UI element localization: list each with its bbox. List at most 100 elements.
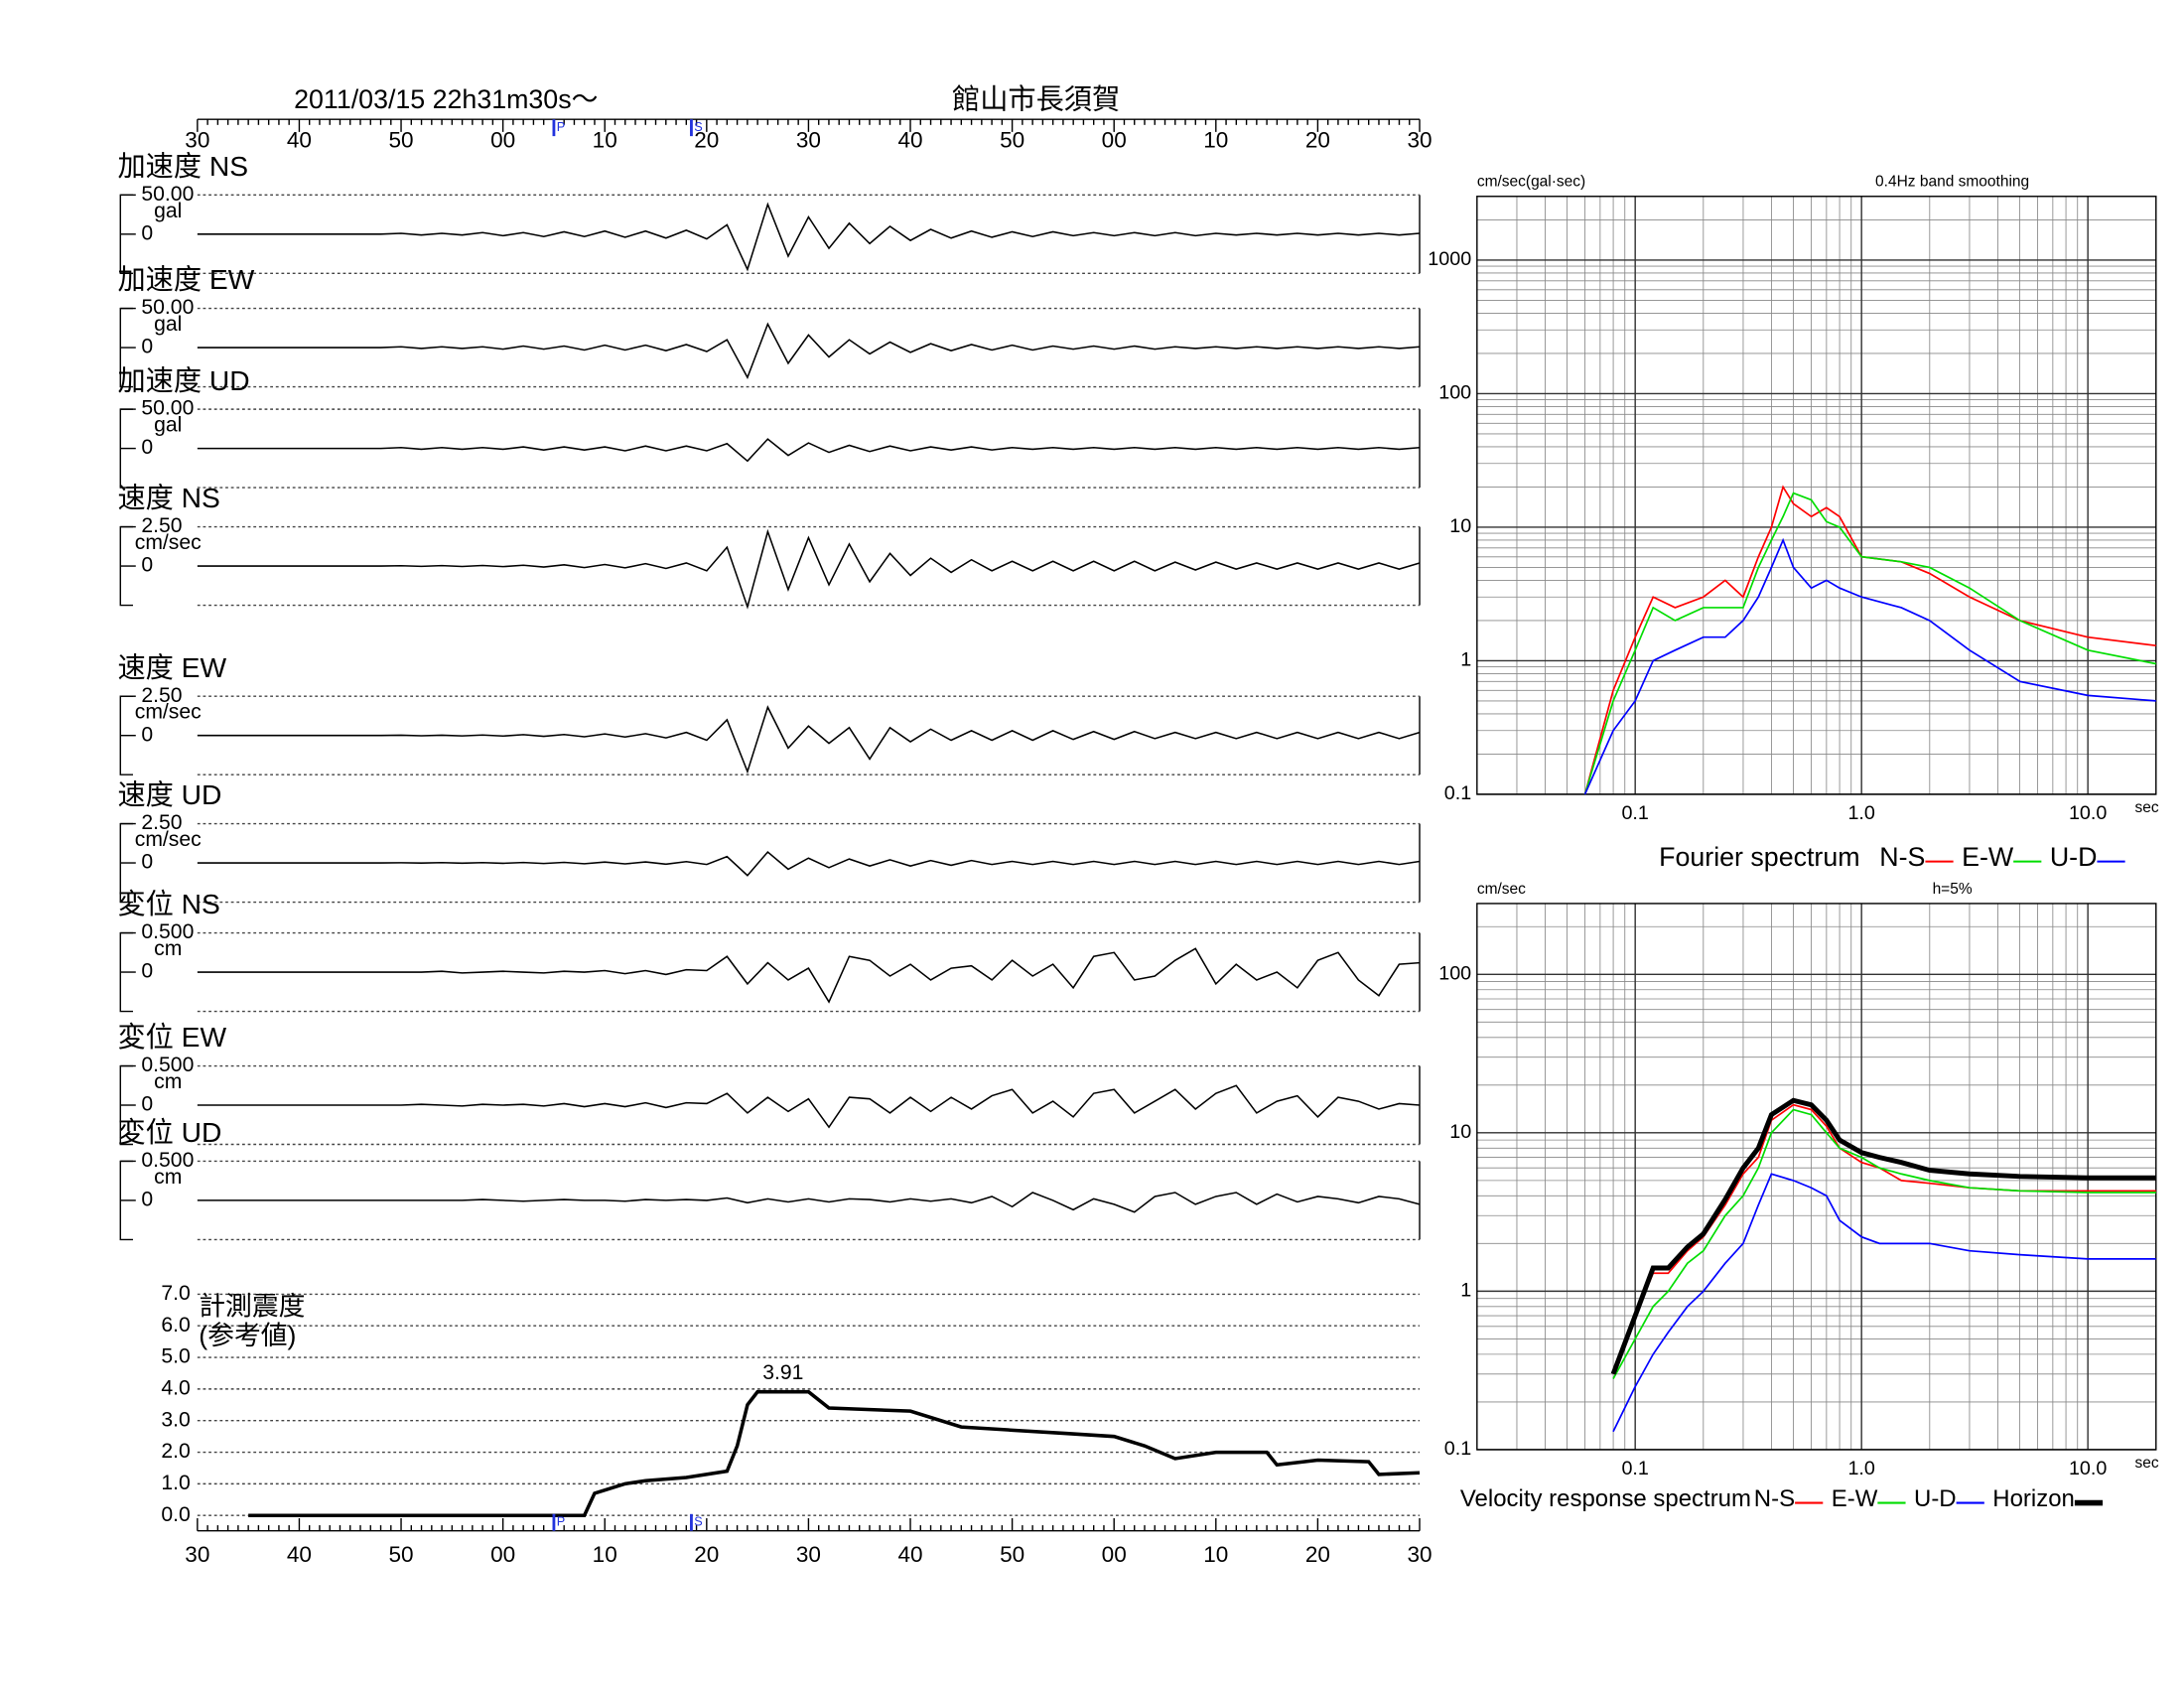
- legend-label: U-D: [2050, 842, 2098, 872]
- panel-title: 変位 EW: [117, 1021, 226, 1053]
- spectrum-line: [1612, 1173, 2156, 1433]
- y-tick-label: 0: [141, 1189, 153, 1211]
- x-tick-label: 30: [796, 128, 821, 153]
- x-tick-label: 10: [593, 1542, 617, 1567]
- record-datetime: 2011/03/15 22h31m30s〜: [294, 84, 598, 114]
- x-tick-label: 10.0: [2069, 1458, 2107, 1479]
- x-tick-label: 40: [897, 1542, 922, 1567]
- x-tick-label: 00: [490, 128, 515, 153]
- x-tick-label: 40: [897, 128, 922, 153]
- intensity-line: [248, 1389, 1421, 1517]
- legend-label: N-S: [1879, 842, 1925, 872]
- legend-label: E-W: [1962, 842, 2014, 872]
- y-tick-label: 0: [141, 1093, 153, 1116]
- y-tick-label: 0.500: [141, 920, 194, 943]
- y-tick-label: 50.00: [141, 183, 194, 206]
- x-tick-label: 30: [796, 1542, 821, 1567]
- y-tick-label: 6.0: [161, 1314, 190, 1336]
- y-tick-label: 0: [141, 554, 153, 577]
- y-tick-label: 5.0: [161, 1345, 190, 1368]
- x-tick-label: 1.0: [1847, 1458, 1874, 1479]
- y-tick-label: 0.500: [141, 1149, 194, 1172]
- x-tick-label: 0.1: [1621, 1458, 1648, 1479]
- panel-title: 加速度 EW: [117, 263, 254, 295]
- y-tick-label: 100: [1438, 962, 1471, 984]
- intensity-subtitle: (参考値): [199, 1321, 296, 1350]
- y-tick-label: 1: [1460, 649, 1471, 671]
- legend-label: N-S: [1754, 1485, 1795, 1512]
- waveform: [197, 1084, 1421, 1129]
- waveform: [197, 1192, 1421, 1213]
- x-axis-label: sec: [2134, 799, 2158, 816]
- spectrum-line: [1610, 1097, 2156, 1375]
- y-tick-label: 50.00: [141, 397, 194, 420]
- waveform: [197, 528, 1421, 610]
- unit-label: gal: [154, 313, 182, 336]
- x-tick-label: 50: [1000, 128, 1024, 153]
- x-tick-label: 00: [490, 1542, 515, 1567]
- x-tick-label: 00: [1102, 128, 1127, 153]
- spectrum-line: [1612, 1103, 2156, 1375]
- y-tick-label: 10: [1449, 1121, 1471, 1143]
- unit-label: gal: [154, 414, 182, 437]
- x-tick-label: 30: [185, 1542, 209, 1567]
- unit-label: cm/sec: [135, 701, 202, 724]
- waveform: [197, 202, 1421, 272]
- y-tick-label: 2.50: [141, 811, 182, 834]
- panel-title: 速度 UD: [117, 778, 221, 810]
- unit-label: cm: [154, 1070, 182, 1093]
- panel-title: 変位 NS: [117, 888, 219, 919]
- x-tick-label: 0.1: [1621, 802, 1648, 824]
- station-name: 館山市長須賀: [952, 82, 1120, 114]
- spectrum-line: [1583, 485, 2156, 795]
- plot-frame: [1476, 196, 2157, 795]
- panel-title: 加速度 UD: [117, 364, 249, 396]
- unit-label: gal: [154, 200, 182, 222]
- y-tick-label: 2.50: [141, 514, 182, 537]
- spectrum-line: [1612, 1108, 2156, 1379]
- x-tick-label: 30: [1407, 128, 1432, 153]
- y-tick-label: 0.1: [1444, 782, 1471, 804]
- x-tick-label: 10: [1203, 1542, 1228, 1567]
- y-tick-label: 2.50: [141, 684, 182, 707]
- panel-title: 加速度 NS: [117, 150, 248, 182]
- phase-label: S: [694, 1515, 702, 1529]
- y-tick-label: 0: [141, 336, 153, 358]
- y-tick-label: 0.0: [161, 1503, 190, 1526]
- y-tick-label: 1.0: [161, 1472, 190, 1494]
- y-tick-label: 7.0: [161, 1282, 190, 1305]
- phase-label: P: [557, 120, 565, 134]
- y-tick-label: 100: [1438, 382, 1471, 404]
- y-tick-label: 1000: [1428, 248, 1471, 270]
- x-axis-label: sec: [2134, 1455, 2158, 1472]
- waveform: [197, 322, 1421, 379]
- y-tick-label: 1: [1460, 1280, 1471, 1302]
- x-tick-label: 30: [185, 128, 209, 153]
- waveform: [197, 705, 1421, 774]
- phase-label: S: [694, 120, 702, 134]
- x-tick-label: 50: [388, 128, 413, 153]
- panel-title: 変位 UD: [117, 1116, 221, 1148]
- x-tick-label: 20: [1305, 128, 1330, 153]
- y-tick-label: 0.1: [1444, 1438, 1471, 1460]
- unit-label: cm/sec: [135, 828, 202, 851]
- y-tick-label: 0: [141, 436, 153, 459]
- spectrum-line: [1583, 537, 2156, 795]
- waveform: [197, 947, 1421, 1004]
- x-tick-label: 40: [287, 1542, 312, 1567]
- legend-title: Velocity response spectrum: [1460, 1485, 1751, 1512]
- y-axis-label: cm/sec: [1477, 881, 1526, 898]
- x-tick-label: 20: [1305, 1542, 1330, 1567]
- x-tick-label: 50: [1000, 1542, 1024, 1567]
- y-tick-label: 0.500: [141, 1054, 194, 1076]
- waveform: [197, 438, 1421, 463]
- y-tick-label: 10: [1449, 515, 1471, 537]
- y-tick-label: 50.00: [141, 296, 194, 319]
- y-tick-label: 0: [141, 723, 153, 746]
- waveform: [197, 850, 1421, 877]
- legend-label: U-D: [1914, 1485, 1957, 1512]
- legend-title: Fourier spectrum: [1659, 842, 1859, 872]
- y-tick-label: 0: [141, 851, 153, 874]
